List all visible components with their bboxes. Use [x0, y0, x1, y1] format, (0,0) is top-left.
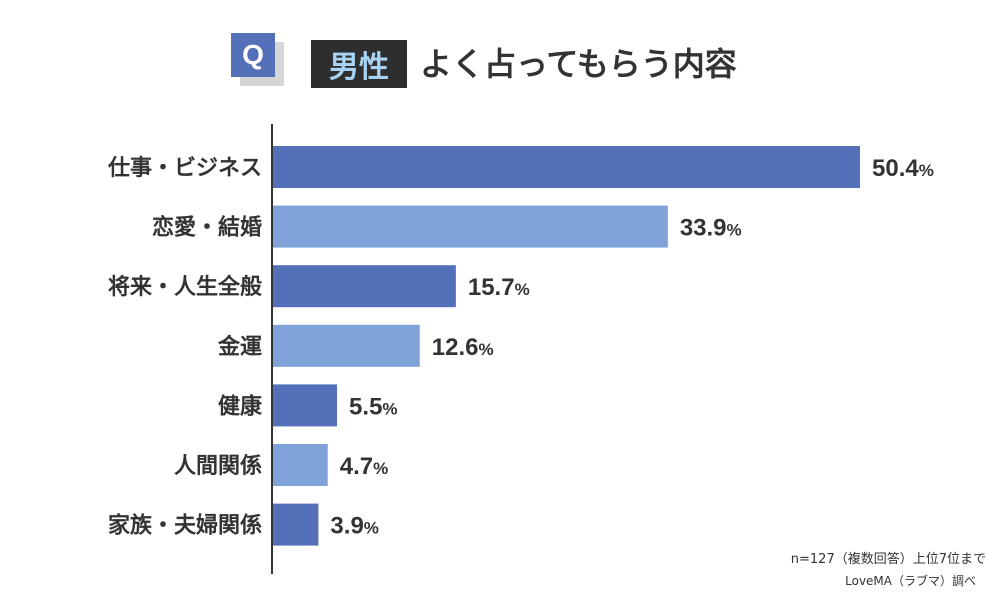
value-label: 50.4%: [872, 155, 934, 182]
chart-title: よく占ってもらう内容: [420, 45, 737, 83]
bar: [273, 503, 319, 546]
value-label: 4.7%: [340, 453, 389, 480]
category-label: 家族・夫婦関係: [108, 513, 262, 539]
bar: [273, 444, 328, 486]
bar: [273, 265, 456, 308]
gender-tag: 男性: [311, 40, 407, 88]
category-label: 将来・人生全般: [108, 274, 262, 300]
sample-note: n=127（複数回答）上位7位まで: [790, 552, 986, 567]
q-badge: Q: [231, 33, 275, 77]
bar: [273, 205, 668, 248]
value-label: 12.6%: [432, 334, 494, 361]
category-label: 人間関係: [174, 454, 262, 479]
category-label: 金運: [217, 334, 262, 360]
category-label: 仕事・ビジネス: [107, 155, 262, 181]
value-label: 15.7%: [468, 274, 530, 301]
category-label: 恋愛・結婚: [152, 215, 262, 241]
source-note: LoveMA（ラブマ）調べ: [845, 574, 976, 588]
bar: [273, 324, 420, 367]
value-label: 3.9%: [330, 513, 379, 540]
bar: [273, 146, 860, 188]
bar: [273, 384, 338, 427]
value-label: 33.9%: [680, 215, 742, 242]
value-label: 5.5%: [349, 393, 398, 420]
category-label: 健康: [218, 393, 263, 419]
